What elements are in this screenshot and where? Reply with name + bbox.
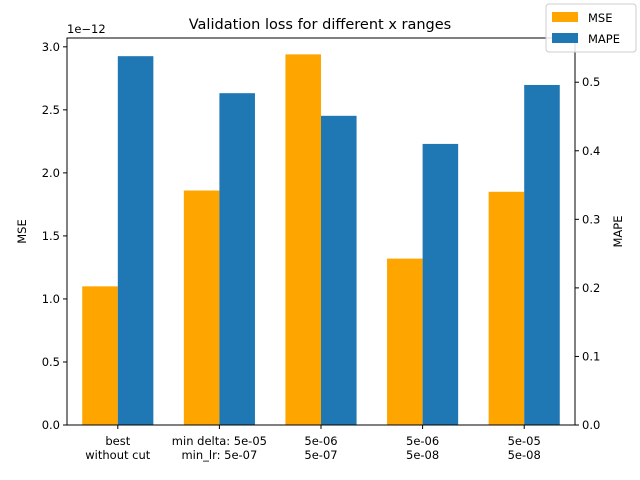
legend-swatch-mse [552,12,578,22]
bar-mape-0 [117,56,154,425]
left-tick-label-1: 0.5 [42,355,60,369]
bar-mape-4 [524,84,560,425]
left-tick-label-0: 0.0 [42,418,60,432]
bar-mape-3 [422,143,459,425]
legend-label-mse: MSE [588,11,613,25]
left-tick-label-4: 2.0 [42,166,60,180]
left-tick-label-2: 1.0 [42,292,60,306]
bar-mse-3 [387,258,423,425]
bar-mape-1 [219,93,255,425]
x-tick-label-0: best without cut [85,434,150,462]
bar-mape-2 [321,115,357,425]
bar-mse-4 [488,191,525,425]
left-axis: 0.0 0.5 1.0 1.5 2.0 2.5 3.0 1e−12 MSE [15,22,106,432]
right-tick-label-2: 0.2 [582,281,600,295]
bar-mse-1 [183,190,220,425]
bar-mse-0 [82,286,118,425]
right-axis: 0.0 0.1 0.2 0.3 0.4 0.5 MAPE [575,75,625,432]
legend: MSE MAPE [545,3,637,53]
bar-mse-2 [285,54,321,425]
right-tick-label-1: 0.1 [582,349,600,363]
right-tick-label-3: 0.3 [582,212,600,226]
legend-swatch-mape [552,33,578,43]
x-tick-label-3: 5e-06 5e-08 [406,434,439,462]
chart-title: Validation loss for different x ranges [189,17,451,33]
right-tick-label-4: 0.4 [582,144,600,158]
right-tick-label-0: 0.0 [582,418,600,432]
x-axis: best without cut min delta: 5e-05 min_lr: 5… [85,425,541,462]
right-axis-label: MAPE [611,216,625,248]
left-tick-label-6: 3.0 [42,40,60,54]
left-tick-label-3: 1.5 [42,229,60,243]
x-tick-label-4: 5e-05 5e-08 [508,434,541,462]
left-axis-offset: 1e−12 [67,22,106,36]
bars [82,54,560,425]
right-tick-label-5: 0.5 [582,75,600,89]
legend-label-mape: MAPE [588,32,620,46]
x-tick-label-1: min delta: 5e-05 min_lr: 5e-07 [172,434,267,462]
x-tick-label-2: 5e-06 5e-07 [304,434,337,462]
left-axis-label: MSE [15,219,29,244]
left-tick-label-5: 2.5 [42,103,60,117]
plot-frame [66,37,576,426]
